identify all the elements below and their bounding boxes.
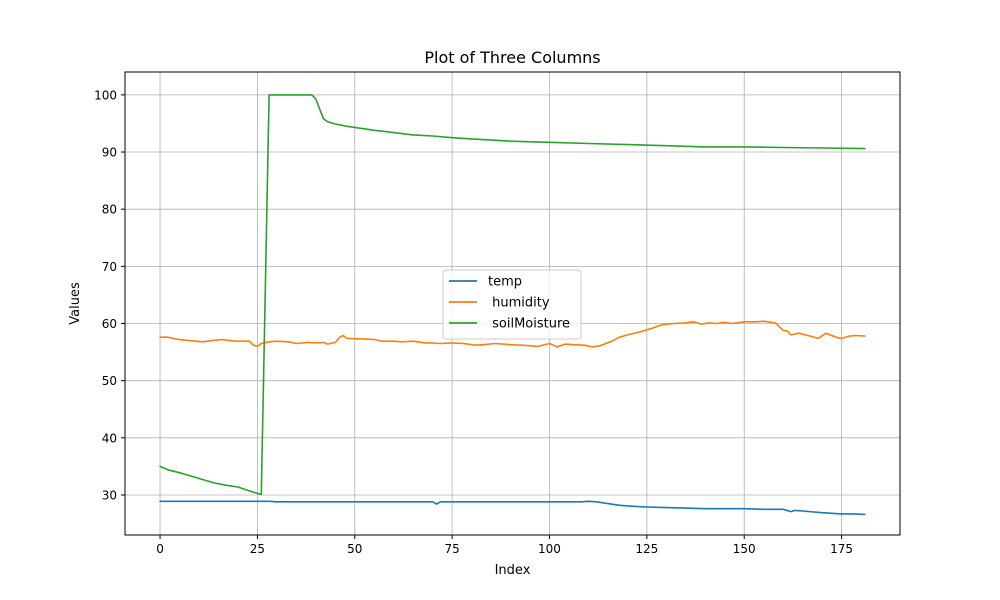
legend-label: temp [488,275,522,290]
y-tick-label: 60 [102,317,117,331]
y-tick-label: 70 [102,260,117,274]
y-axis-label: Values [68,282,83,325]
x-tick-label: 25 [250,542,265,556]
y-tick-label: 30 [102,488,117,502]
plot-frame [124,71,901,536]
x-tick-label: 125 [635,542,658,556]
x-axis-label: Index [495,563,531,578]
x-tick-label: 0 [156,542,164,556]
axis-ticks: 0 25 50 75 100 125 150 175 30 40 50 60 70 80 90 100 [94,88,853,556]
x-tick-label: 50 [347,542,362,556]
legend: temp humidity soilMoisture [442,269,582,340]
x-tick-label: 75 [444,542,459,556]
y-tick-label: 50 [102,374,117,388]
x-tick-label: 100 [538,542,561,556]
series-line-humidity [159,320,866,348]
legend-box [442,269,582,340]
chart-title: Plot of Three Columns [424,48,600,67]
legend-label: soilMoisture [488,317,570,332]
x-tick-label: 175 [830,542,853,556]
y-tick-label: 40 [102,431,117,445]
y-tick-label: 100 [94,88,117,102]
legend-label: humidity [488,296,550,311]
x-tick-label: 150 [733,542,756,556]
series-lines [159,94,866,516]
grid-lines [125,72,900,535]
y-tick-label: 80 [102,203,117,217]
series-line-temp [159,500,866,516]
y-tick-label: 90 [102,146,117,160]
series-line-soilmoisture [159,94,866,496]
